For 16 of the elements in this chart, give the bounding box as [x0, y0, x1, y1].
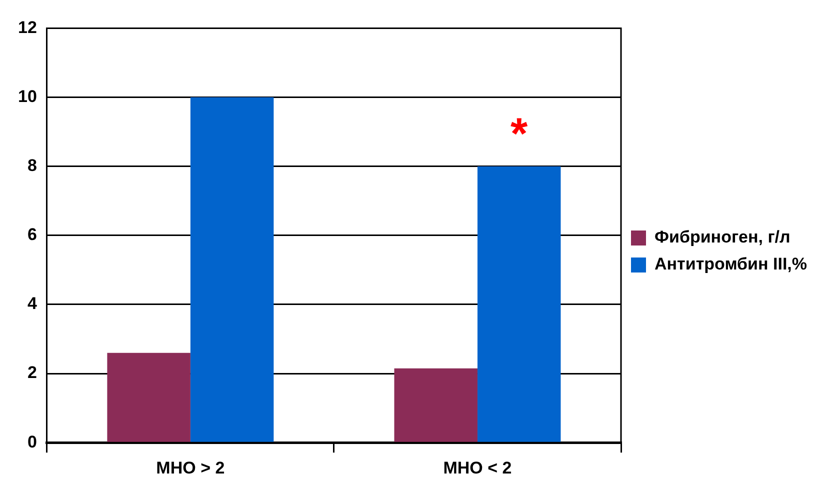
y-tick-label: 10 [18, 86, 37, 106]
bar [107, 352, 190, 442]
bar [477, 166, 561, 442]
y-tick-label: 0 [27, 432, 37, 452]
y-tick-label: 4 [27, 294, 38, 314]
bar [394, 368, 478, 442]
legend-label: Фибриноген, г/л [654, 228, 790, 247]
bar [190, 97, 274, 442]
y-tick-label: 6 [27, 225, 37, 244]
legend-label: Антитромбин III,% [654, 254, 808, 274]
y-tick-label: 12 [18, 18, 37, 37]
y-tick-label: 2 [27, 363, 37, 382]
x-tick-label: МНО < 2 [443, 458, 512, 478]
x-tick-label: МНО > 2 [156, 458, 225, 478]
annotation: * [510, 109, 529, 158]
y-tick-label: 8 [27, 156, 37, 176]
